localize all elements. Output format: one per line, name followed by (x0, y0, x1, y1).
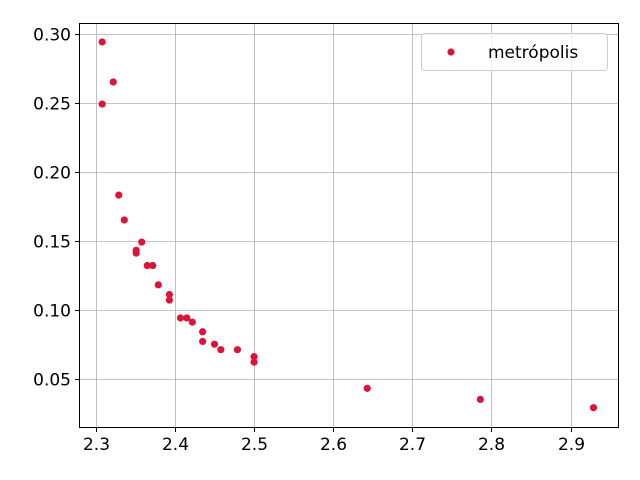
data-point (199, 328, 207, 336)
y-tick-label: 0.20 (33, 164, 71, 184)
x-tick-label: 2.8 (478, 435, 505, 455)
data-point (250, 353, 258, 361)
data-point (589, 404, 598, 412)
data-point (138, 238, 146, 246)
plot-frame (79, 23, 619, 428)
y-tick-label: 0.15 (33, 233, 71, 253)
data-point (143, 261, 151, 270)
data-point (165, 296, 174, 304)
data-point (132, 249, 140, 257)
data-point (115, 191, 123, 199)
data-point (109, 78, 117, 86)
x-tick-label: 2.4 (162, 435, 189, 455)
data-point (183, 314, 191, 322)
legend-label: metrópolis (488, 43, 578, 63)
data-point (154, 281, 162, 289)
legend: metrópolis (421, 33, 608, 71)
y-tick-label: 0.25 (33, 95, 71, 115)
y-tick-label: 0.10 (33, 302, 71, 322)
data-point (98, 38, 106, 46)
data-points (98, 38, 598, 412)
data-point (250, 358, 258, 366)
data-point (188, 318, 196, 326)
legend-box (421, 33, 608, 71)
data-point (363, 384, 371, 392)
x-tick-label: 2.7 (399, 435, 426, 455)
x-tick-label: 2.5 (241, 435, 268, 455)
legend-marker (447, 48, 455, 56)
data-point (217, 346, 225, 354)
grid-lines (80, 24, 618, 427)
y-tick-label: 0.30 (33, 26, 71, 46)
axis-ticks: 2.3 2.4 2.5 2.6 2.7 2.8 2.9 0.05 0.10 0.15 0.20 0.2… (33, 26, 585, 456)
y-tick-label: 0.05 (33, 371, 71, 391)
data-point (199, 337, 207, 346)
x-tick-label: 2.6 (320, 435, 347, 455)
x-tick-label: 2.9 (558, 435, 585, 455)
data-point (98, 100, 106, 108)
data-point (149, 261, 157, 270)
data-point (233, 346, 242, 354)
data-point (120, 216, 128, 224)
data-point (176, 314, 185, 322)
data-point (476, 395, 484, 403)
x-tick-label: 2.3 (83, 435, 110, 455)
data-point (165, 290, 174, 299)
data-point (210, 340, 219, 348)
